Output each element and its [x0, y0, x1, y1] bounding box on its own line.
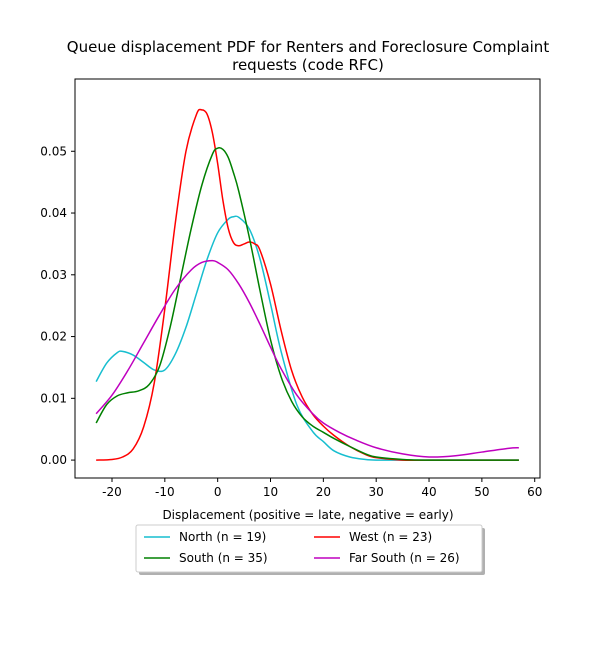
x-tick-label: 10 [263, 485, 278, 499]
y-tick-label: 0.01 [40, 391, 67, 405]
x-axis-label: Displacement (positive = late, negative … [162, 508, 453, 522]
x-tick-label: 50 [474, 485, 489, 499]
x-tick-label: 60 [527, 485, 542, 499]
legend-box [135, 524, 483, 573]
x-tick-label: 40 [421, 485, 436, 499]
legend: North (n = 19) West (n = 23) South (n = 35… [135, 524, 485, 575]
x-tick-label: -20 [102, 485, 122, 499]
x-tick-label: 20 [316, 485, 331, 499]
series-line-south [95, 147, 519, 461]
y-tick-label: 0.02 [40, 330, 67, 344]
axes-layer: -20 -10 0 10 20 30 40 50 60 0.00 0.01 0.02 0.03 0.04 0… [40, 144, 542, 499]
plot-frame [74, 78, 541, 479]
x-tick-label: 30 [369, 485, 384, 499]
series-line-west [96, 108, 519, 462]
legend-label: South (n = 35) [179, 551, 268, 565]
series-line-far-south [95, 259, 519, 458]
y-tick-label: 0.05 [40, 144, 67, 158]
y-tick-label: 0.04 [40, 206, 67, 220]
series-line-north [95, 215, 519, 461]
series-layer [95, 108, 519, 462]
y-tick-label: 0.00 [40, 453, 67, 467]
legend-label: Far South (n = 26) [349, 551, 460, 565]
y-tick-label: 0.03 [40, 268, 67, 282]
x-tick-label: 0 [214, 485, 222, 499]
legend-label: West (n = 23) [349, 530, 432, 544]
x-tick-label: -10 [155, 485, 175, 499]
chart-title-line-2: requests (code RFC) [232, 56, 384, 74]
legend-label: North (n = 19) [179, 530, 266, 544]
chart-title-line-1: Queue displacement PDF for Renters and F… [67, 38, 550, 56]
